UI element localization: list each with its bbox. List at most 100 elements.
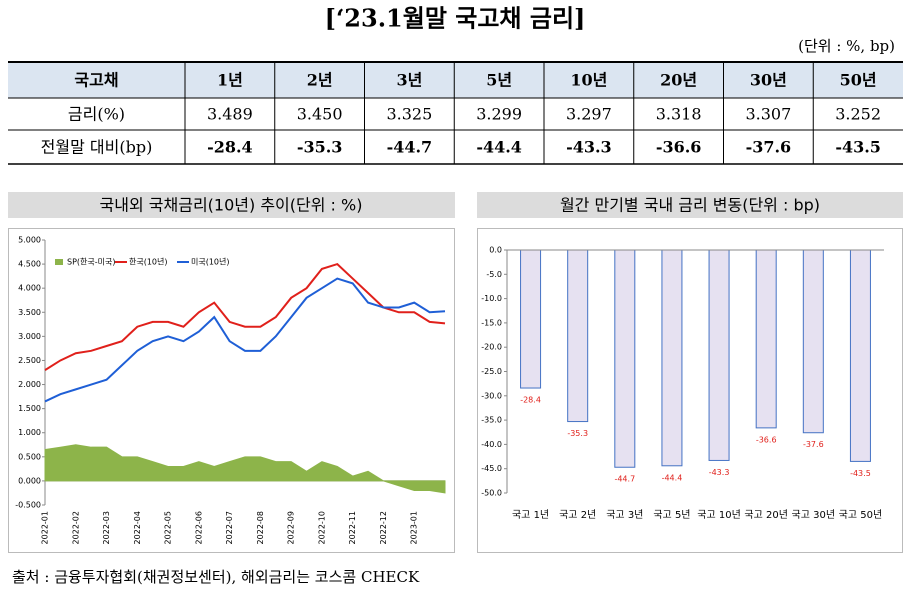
table-header: 3년 [396, 71, 422, 90]
value-label: -43.5 [850, 469, 871, 478]
source: 출처 : 금융투자협회(채권정보센터), 해외금리는 코스콤 CHECK [12, 568, 420, 586]
table-cell: -44.7 [387, 138, 433, 157]
y-tick-label: -0.500 [15, 501, 41, 510]
table-cell: 전월말 대비(bp) [41, 138, 153, 157]
line [44, 262, 446, 371]
y-tick-label: -40.0 [481, 440, 502, 449]
x-tick-label: 2022-06 [194, 511, 203, 544]
value-label: -36.6 [756, 435, 777, 444]
value-label: -44.4 [662, 473, 683, 482]
table-header: 2년 [307, 71, 333, 90]
table-header: 1년 [217, 71, 243, 90]
table-cell: -37.6 [746, 138, 792, 157]
area [44, 444, 446, 494]
table-cell: -44.4 [476, 138, 522, 157]
y-tick-label: -10.0 [481, 294, 502, 303]
unit: (단위 : %, bp) [798, 37, 895, 55]
bar [661, 249, 683, 467]
x-tick-label: 국고 5년 [653, 509, 690, 521]
y-tick-label: 0.0 [489, 246, 502, 255]
y-tick-label: 2.000 [18, 380, 41, 389]
x-tick-label: 국고 10년 [697, 509, 741, 521]
x-tick-label: 2022-12 [379, 511, 388, 544]
table-cell: 3.318 [656, 105, 702, 124]
table-cell: -36.6 [656, 138, 702, 157]
table-cell: 3.252 [835, 105, 881, 124]
chart-frame [8, 228, 455, 553]
y-tick-label: -25.0 [481, 367, 502, 376]
table-cell: -28.4 [207, 138, 253, 157]
table-header: 50년 [840, 71, 877, 90]
table-cell: -35.3 [297, 138, 343, 157]
x-tick-label: 2022-10 [317, 511, 326, 544]
table-cell: 3.297 [566, 105, 612, 124]
table-cell: 3.450 [297, 105, 343, 124]
line [44, 277, 446, 403]
y-tick-label: 1.500 [18, 404, 41, 413]
y-tick-label: -45.0 [481, 464, 502, 473]
y-tick-label: 2.500 [18, 356, 41, 365]
value-label: -35.3 [567, 429, 588, 438]
y-tick-label: 0.000 [18, 476, 41, 485]
bar [849, 249, 871, 462]
panel-heading: 월간 만기별 국내 금리 변동(단위 : bp) [560, 196, 820, 215]
table-header: 국고채 [74, 71, 118, 90]
y-tick-label: 4.500 [18, 260, 41, 269]
x-tick-label: 2022-11 [348, 511, 357, 544]
value-label: -43.3 [709, 468, 730, 477]
x-tick-label: 국고 50년 [839, 509, 883, 521]
x-tick-label: 국고 20년 [744, 509, 788, 521]
x-tick-label: 국고 30년 [792, 509, 836, 521]
y-tick-label: 3.500 [18, 308, 41, 317]
bar [708, 249, 730, 461]
y-tick-label: -50.0 [481, 489, 502, 498]
y-tick-label: -35.0 [481, 416, 502, 425]
legend-label: SP(한국-미국) [67, 258, 115, 267]
y-tick-label: 1.000 [18, 428, 41, 437]
x-tick-label: 국고 1년 [512, 509, 549, 521]
x-tick-label: 국고 3년 [606, 509, 643, 521]
y-tick-label: 0.500 [18, 452, 41, 461]
table-header: 5년 [486, 71, 512, 90]
panel-heading-bg [8, 192, 455, 218]
x-tick-label: 2022-01 [41, 511, 50, 544]
y-tick-label: 3.000 [18, 332, 41, 341]
table-header: 20년 [660, 71, 697, 90]
x-tick-label: 2022-08 [256, 511, 265, 544]
x-tick-label: 2022-09 [287, 511, 296, 544]
y-tick-label: 4.000 [18, 284, 41, 293]
panel-heading: 국내외 국채금리(10년) 추이(단위 : %) [100, 196, 363, 215]
legend-label: 미국(10년) [191, 257, 230, 267]
x-tick-label: 2022-02 [71, 511, 80, 544]
y-tick-label: -15.0 [481, 318, 502, 327]
x-tick-label: 국고 2년 [559, 509, 596, 521]
value-label: -28.4 [520, 396, 541, 405]
title: [‘23.1월말 국고채 금리] [325, 4, 586, 33]
legend-swatch [55, 259, 63, 265]
y-tick-label: -5.0 [486, 270, 502, 279]
x-tick-label: 2022-04 [133, 511, 142, 544]
x-tick-label: 2022-03 [102, 511, 111, 544]
y-tick-label: 5.000 [18, 236, 41, 245]
value-label: -44.7 [614, 475, 635, 484]
x-tick-label: 2022-07 [225, 511, 234, 544]
bar [614, 249, 636, 468]
y-tick-label: -20.0 [481, 343, 502, 352]
table-cell: -43.3 [566, 138, 612, 157]
bar [802, 249, 824, 434]
table-cell: 3.325 [386, 105, 432, 124]
table-cell: 금리(%) [68, 105, 125, 124]
x-tick-label: 2023-01 [410, 511, 419, 544]
x-tick-label: 2022-05 [164, 511, 173, 544]
table-header: 10년 [570, 71, 607, 90]
bar [755, 249, 777, 429]
table-cell: -43.5 [835, 138, 881, 157]
table-cell: 3.489 [207, 105, 253, 124]
panel-heading-bg [477, 192, 903, 218]
bar [567, 249, 589, 423]
bar [520, 249, 542, 389]
value-label: -37.6 [803, 440, 824, 449]
legend-label: 한국(10년) [129, 257, 168, 267]
header-bg [8, 62, 903, 98]
